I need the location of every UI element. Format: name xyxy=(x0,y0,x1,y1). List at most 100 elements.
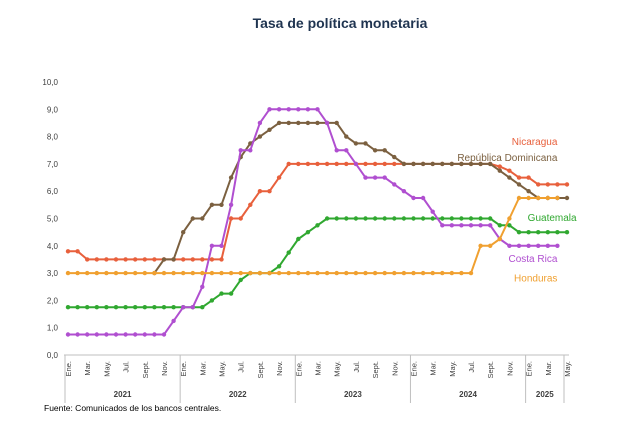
data-point xyxy=(238,277,243,283)
data-point xyxy=(545,243,550,248)
data-point xyxy=(152,270,157,276)
data-point xyxy=(315,107,320,112)
data-point xyxy=(65,332,71,337)
data-point xyxy=(228,216,234,221)
data-point xyxy=(276,175,282,180)
data-point xyxy=(190,270,195,276)
x-tick-label: Ene. xyxy=(64,361,73,376)
y-tick-label: 6,0 xyxy=(47,187,59,196)
data-point xyxy=(555,182,560,187)
series-label: Costa Rica xyxy=(508,254,557,265)
data-point xyxy=(536,230,541,235)
x-tick-label: May. xyxy=(102,361,111,377)
data-point xyxy=(276,120,282,126)
data-point xyxy=(142,305,147,310)
y-tick-label: 3,0 xyxy=(47,269,59,278)
data-point xyxy=(478,216,483,221)
data-point xyxy=(363,216,368,221)
x-tick-label: May. xyxy=(563,361,572,377)
data-point xyxy=(94,305,100,310)
data-point xyxy=(257,270,263,276)
x-tick-label: Mar. xyxy=(83,361,92,376)
data-point xyxy=(372,175,378,180)
x-tick-label: Ene. xyxy=(525,361,534,376)
data-point xyxy=(181,257,186,262)
data-point xyxy=(401,270,407,276)
series-label: República Dominicana xyxy=(457,153,557,164)
data-point xyxy=(507,175,512,180)
data-point xyxy=(238,148,243,153)
data-point xyxy=(161,257,167,262)
data-point xyxy=(324,270,330,276)
data-point xyxy=(152,332,157,337)
series-line xyxy=(153,121,567,274)
data-point xyxy=(104,270,109,276)
y-tick-label: 2,0 xyxy=(47,296,59,305)
data-point xyxy=(516,195,522,201)
data-point xyxy=(296,161,301,167)
x-tick-label: Sept. xyxy=(256,361,265,379)
data-point xyxy=(296,236,301,242)
data-point xyxy=(440,223,445,228)
data-point xyxy=(104,305,109,310)
x-tick-label: May. xyxy=(448,361,457,377)
data-point xyxy=(133,332,138,337)
data-point xyxy=(478,161,483,167)
data-point xyxy=(267,270,272,276)
data-point xyxy=(315,161,320,167)
data-point xyxy=(219,257,224,262)
data-point xyxy=(411,161,416,167)
data-point xyxy=(123,305,128,310)
data-point xyxy=(152,305,157,310)
data-point xyxy=(104,257,109,262)
data-point xyxy=(200,257,205,262)
x-tick-label: Ene. xyxy=(409,361,418,376)
data-point xyxy=(133,257,138,262)
data-point xyxy=(133,305,138,310)
data-point xyxy=(488,243,493,248)
data-point xyxy=(497,223,502,228)
data-point xyxy=(200,216,205,221)
data-point xyxy=(488,223,493,228)
x-tick-label: Jul. xyxy=(237,361,246,373)
data-point xyxy=(171,257,176,262)
data-point xyxy=(440,270,445,276)
y-tick-label: 10,0 xyxy=(42,78,58,87)
x-tick-label: Sept. xyxy=(371,361,380,379)
data-point xyxy=(181,305,186,310)
year-label: 2021 xyxy=(114,390,132,399)
data-point xyxy=(344,270,349,276)
data-point xyxy=(555,230,560,235)
data-point xyxy=(219,291,224,296)
data-point xyxy=(344,216,349,221)
data-point xyxy=(142,332,147,337)
source-note: Fuente: Comunicados de los bancos centra… xyxy=(44,403,222,413)
data-point xyxy=(430,270,435,276)
data-point xyxy=(363,270,368,276)
data-point xyxy=(392,161,397,167)
x-tick-label: Mar. xyxy=(198,361,207,376)
data-point xyxy=(238,216,243,221)
data-point xyxy=(392,216,397,221)
data-point xyxy=(267,127,272,132)
data-point xyxy=(516,182,522,187)
series-republica-dominicana xyxy=(152,120,570,276)
data-point xyxy=(75,305,80,310)
data-point xyxy=(200,305,205,310)
data-point xyxy=(430,161,435,167)
data-point xyxy=(334,270,339,276)
data-point xyxy=(324,120,330,126)
data-point xyxy=(85,270,90,276)
data-point xyxy=(526,230,531,235)
y-axis: 0,0 1,0 2,0 3,0 4,0 5,0 6,0 7,0 8,0 9,0 10,0 xyxy=(42,78,58,360)
data-point xyxy=(257,120,263,126)
data-point xyxy=(75,332,80,337)
data-point xyxy=(392,154,397,160)
data-point xyxy=(555,243,560,248)
series-line xyxy=(68,108,558,336)
data-point xyxy=(190,216,195,221)
data-point xyxy=(497,168,502,173)
year-label: 2025 xyxy=(536,390,554,399)
series-guatemala xyxy=(65,216,570,310)
data-point xyxy=(363,141,368,146)
